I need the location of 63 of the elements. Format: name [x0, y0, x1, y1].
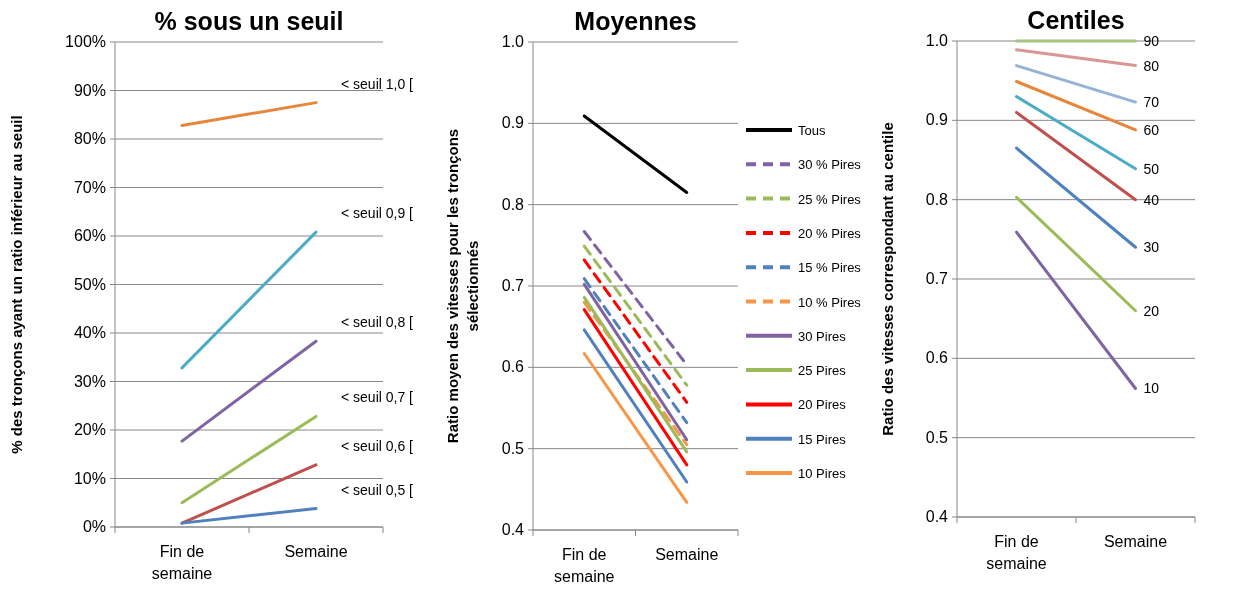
series-label: < seuil 1,0 [	[341, 75, 414, 92]
series-label: 50	[1143, 160, 1160, 177]
y-tick-label: 30%	[73, 372, 106, 390]
x-tick-label: Fin de semaine	[554, 546, 615, 585]
y-tick-label: 10%	[73, 469, 106, 487]
y-tick-label: 0.7	[501, 277, 525, 294]
y-tick-label: 1.0	[501, 33, 525, 50]
y-tick-label: 0.9	[925, 111, 949, 129]
legend-label: 15 Pires	[798, 431, 847, 447]
y-tick-label: 0.5	[925, 428, 949, 446]
y-tick-label: 0.4	[925, 508, 949, 525]
legend-label: 10 Pires	[798, 466, 847, 481]
series-label: < seuil 0,7 [	[341, 389, 414, 406]
x-tick-label: Semaine	[284, 543, 348, 560]
chart-title: % sous un seuil	[154, 7, 344, 35]
y-tick-label: 0.6	[925, 349, 949, 367]
legend-label: Tous	[798, 123, 826, 138]
series-label: < seuil 0,6 [	[341, 437, 414, 454]
y-tick-label: 0.8	[925, 190, 949, 208]
series-label: 70	[1143, 94, 1160, 111]
series-label: < seuil 0,5 [	[341, 481, 414, 498]
series-label: 10	[1143, 380, 1160, 397]
legend-label: 10 % Pires	[798, 294, 862, 310]
legend-label: 20 % Pires	[798, 225, 862, 241]
legend-label: 15 % Pires	[798, 260, 862, 276]
legend-label: 30 % Pires	[798, 157, 862, 173]
y-tick-label: 100%	[65, 33, 106, 50]
y-tick-label: 0.6	[501, 358, 525, 376]
legend-label: 30 Pires	[798, 328, 847, 344]
y-axis-title: Ratio moyen des vitesses pour les tronçons sélectionnés	[444, 128, 481, 444]
y-tick-label: 0.7	[925, 270, 949, 287]
series-label: < seuil 0,8 [	[341, 314, 414, 331]
y-tick-label: 0.4	[501, 521, 525, 538]
x-tick-label: Fin de semaine	[986, 533, 1047, 572]
legend-label: 25 % Pires	[798, 191, 862, 207]
series-label: 60	[1143, 121, 1160, 138]
y-tick-label: 70%	[73, 178, 106, 196]
x-tick-label: Semaine	[655, 546, 719, 563]
x-tick-label: Semaine	[1103, 533, 1168, 550]
y-tick-label: 0.9	[501, 114, 525, 132]
y-tick-label: 40%	[73, 324, 106, 341]
series-label: 20	[1143, 302, 1160, 319]
y-tick-label: 80%	[73, 130, 106, 147]
series-label: 30	[1143, 239, 1160, 256]
x-tick-label: Fin de semaine	[151, 543, 213, 582]
y-tick-label: 60%	[73, 227, 106, 244]
y-tick-label: 0.8	[501, 195, 525, 213]
y-tick-label: 20%	[73, 421, 106, 438]
y-tick-label: 0.5	[501, 439, 525, 457]
series-label: 90	[1143, 33, 1160, 49]
y-axis-title: % des tronçons ayant un ratio inférieur au seuil	[8, 115, 25, 454]
y-tick-label: 50%	[73, 275, 106, 293]
chart-title: Moyennes	[574, 7, 697, 35]
series-label: 80	[1143, 57, 1160, 74]
y-axis-title: Ratio des vitesses correspondant au centile	[879, 122, 896, 436]
series-label: 40	[1143, 191, 1160, 208]
series-label: < seuil 0,9 [	[341, 205, 414, 222]
y-tick-label: 90%	[73, 81, 106, 99]
legend-label: 25 Pires	[798, 363, 847, 379]
y-tick-label: 1.0	[925, 32, 949, 49]
legend-label: 20 Pires	[798, 397, 847, 413]
chart-title: Centiles	[1027, 6, 1125, 34]
y-tick-label: 0%	[82, 518, 106, 535]
